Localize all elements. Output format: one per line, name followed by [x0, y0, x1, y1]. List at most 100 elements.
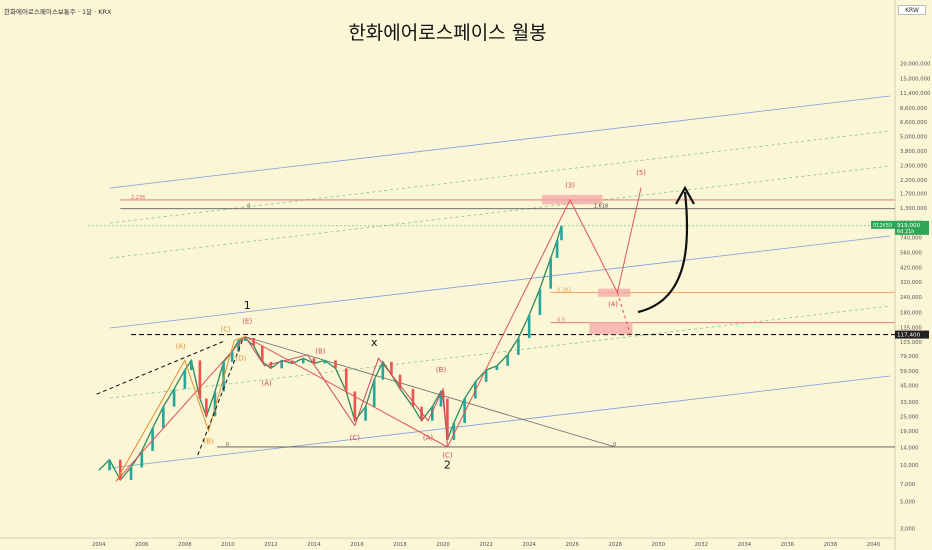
channel-top-line [109, 95, 891, 189]
price-tick-label: 103,000 [900, 340, 923, 346]
price-tick-label: 8,600,000 [900, 106, 928, 112]
wave-wave1-sub-line [115, 336, 246, 482]
time-tick-label: 2038 [824, 542, 838, 548]
price-tick-label: 45,000 [900, 384, 919, 390]
wave-label: (E) [242, 317, 252, 325]
currency-selector[interactable]: KRW [898, 5, 926, 15]
chart-title: 한화에어로스페이스 월봉 [348, 22, 547, 44]
candle [189, 360, 193, 371]
wave-label: (C) [350, 434, 361, 442]
time-tick-label: 2014 [307, 542, 321, 548]
candle [301, 358, 305, 364]
price-tick-label: 59,000 [900, 369, 919, 375]
wave-label: (C) [221, 325, 232, 333]
price-tick-label: 25,000 [900, 415, 919, 421]
candle [344, 368, 348, 392]
candle [517, 338, 520, 355]
price-tick-label: 240,000 [900, 295, 923, 301]
time-tick-label: 2008 [178, 542, 192, 548]
last-price-countdown: 6d 21h [897, 229, 914, 235]
wave-label: (D) [235, 354, 246, 362]
support-zone [589, 322, 633, 335]
time-tick-label: 2004 [92, 542, 106, 548]
candle [280, 360, 283, 369]
time-tick-label: 2032 [695, 542, 708, 548]
price-tick-label: 180,000 [900, 310, 923, 316]
time-tick-label: 2012 [264, 542, 277, 548]
price-tick-label: 740,000 [900, 236, 923, 242]
candle [381, 361, 385, 380]
price-tick-label: 5,000 [900, 500, 916, 506]
symbol-tag-box[interactable] [871, 220, 895, 229]
candle [527, 315, 531, 339]
reference-price-value: 117,400 [897, 333, 921, 339]
candle [118, 459, 122, 480]
wave-primary-line [115, 187, 642, 482]
candle [484, 370, 488, 382]
fib-level-label: 0 [226, 442, 229, 448]
candle [506, 354, 509, 366]
time-tick-label: 2018 [393, 542, 407, 548]
price-tick-label: 33,000 [900, 400, 919, 406]
candle [205, 398, 208, 417]
candle [129, 467, 133, 480]
wave-wave2-sub-line [244, 336, 448, 448]
candle [431, 406, 434, 421]
fib-level-label: 0.382 [557, 288, 571, 294]
price-tick-label: 79,000 [900, 354, 919, 360]
price-tick-label: 135,000 [900, 325, 923, 331]
candle [560, 225, 563, 241]
forecast-dashed-leg [616, 292, 631, 335]
price-tick-label: 10,000 [900, 463, 919, 469]
candle [390, 361, 393, 375]
time-tick-label: 2040 [867, 542, 881, 548]
candle [495, 365, 499, 371]
time-tick-label: 2034 [738, 542, 752, 548]
last-price-value: 919,000 [897, 223, 921, 229]
price-tick-label: 3,000 [900, 527, 916, 533]
last-price-tag[interactable] [895, 220, 929, 235]
candle [334, 360, 337, 369]
target-zone-4 [598, 288, 631, 297]
wave-label: x [371, 336, 378, 349]
candle [213, 391, 217, 417]
candle [151, 428, 154, 451]
candle [439, 391, 443, 407]
fib-level-label: 2.236 [131, 195, 145, 201]
candle [398, 374, 402, 389]
wave-label: (A) [261, 379, 272, 387]
wave-label: (A) [423, 434, 434, 442]
wave-label: 1 [244, 299, 251, 312]
candle [237, 340, 240, 352]
fib-level-label: 0.5 [557, 318, 565, 324]
candle [252, 338, 256, 346]
price-tick-label: 420,000 [900, 266, 923, 272]
candle [555, 240, 559, 259]
channel-dash-line-1 [109, 130, 891, 224]
price-tick-label: 2,200,000 [900, 178, 928, 184]
time-tick-label: 2030 [652, 542, 666, 548]
candle [538, 288, 542, 316]
time-tick-label: 2036 [781, 542, 795, 548]
candle [261, 345, 264, 362]
candle [323, 360, 327, 364]
time-tick-label: 2026 [565, 542, 579, 548]
price-tick-label: 1,300,000 [900, 206, 928, 212]
reference-price-tag[interactable] [895, 330, 929, 339]
candle [549, 258, 552, 289]
price-tick-label: 7,000 [900, 482, 916, 488]
wave-label: (B) [315, 348, 326, 356]
wave-label: (5) [636, 169, 646, 177]
price-tick-label: 1,700,000 [900, 192, 928, 198]
time-tick-label: 2024 [522, 542, 536, 548]
candle [183, 370, 187, 389]
dashed-resistance-line [96, 340, 226, 395]
time-tick-label: 2020 [436, 542, 450, 548]
fib-level-label: 1.618 [594, 204, 608, 210]
candle [364, 406, 367, 421]
channel-upper-line [109, 235, 891, 329]
price-tick-label: 20,000,000 [900, 61, 931, 67]
candle [463, 398, 466, 424]
candle [198, 360, 202, 399]
